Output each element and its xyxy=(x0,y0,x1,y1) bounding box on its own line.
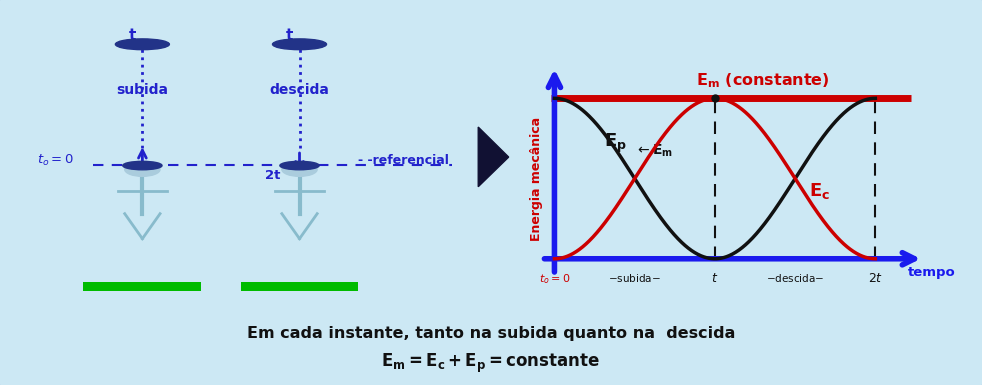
Text: $\mathbf{E_c}$: $\mathbf{E_c}$ xyxy=(808,181,830,201)
Text: - -referencial: - -referencial xyxy=(358,154,450,167)
Text: $-$descida$-$: $-$descida$-$ xyxy=(766,273,824,285)
FancyBboxPatch shape xyxy=(83,282,201,291)
Circle shape xyxy=(125,162,160,176)
Text: $-$subida$-$: $-$subida$-$ xyxy=(608,273,661,285)
Text: $t_o{=}0$: $t_o{=}0$ xyxy=(539,273,571,286)
Text: 2t: 2t xyxy=(265,169,281,182)
Text: $\leftarrow\mathbf{E_m}$: $\leftarrow\mathbf{E_m}$ xyxy=(635,143,673,159)
Text: t: t xyxy=(286,28,294,44)
Text: Em cada instante, tanto na subida quanto na  descida: Em cada instante, tanto na subida quanto… xyxy=(246,326,736,340)
Text: $t$: $t$ xyxy=(711,273,719,285)
Circle shape xyxy=(282,162,317,176)
Ellipse shape xyxy=(272,39,326,50)
Text: $t_o = 0$: $t_o = 0$ xyxy=(37,152,75,168)
Text: $\mathbf{E_p}$: $\mathbf{E_p}$ xyxy=(604,132,627,155)
Ellipse shape xyxy=(280,161,319,170)
Ellipse shape xyxy=(123,161,162,170)
Text: Energia mecânica: Energia mecânica xyxy=(530,117,543,241)
Ellipse shape xyxy=(115,39,169,50)
Text: t: t xyxy=(129,28,136,44)
Polygon shape xyxy=(478,127,509,187)
Text: $\mathbf{E_m}$ (constante): $\mathbf{E_m}$ (constante) xyxy=(696,71,830,90)
Text: descida: descida xyxy=(270,83,329,97)
Text: subida: subida xyxy=(117,83,168,97)
Text: $2t$: $2t$ xyxy=(868,273,883,285)
Text: $\mathbf{E_m = E_c + E_p = constante}$: $\mathbf{E_m = E_c + E_p = constante}$ xyxy=(381,352,601,375)
FancyBboxPatch shape xyxy=(241,282,358,291)
Text: tempo: tempo xyxy=(907,266,955,279)
